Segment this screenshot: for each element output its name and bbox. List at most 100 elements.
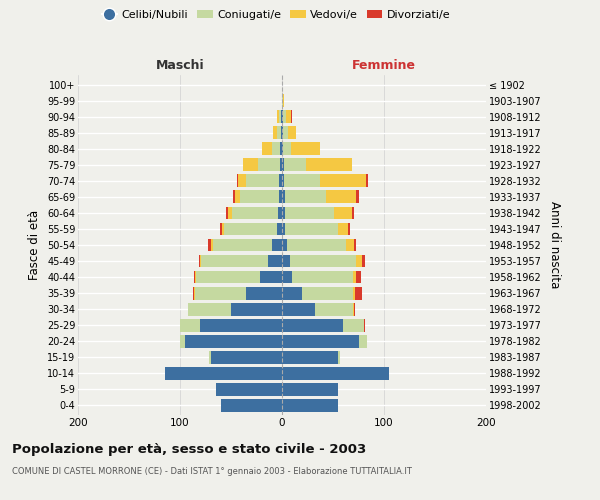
Bar: [247, 286, 282, 300]
Bar: [282, 190, 285, 203]
Bar: [222, 222, 224, 235]
Bar: [282, 158, 284, 171]
Bar: [285, 190, 326, 203]
Bar: [302, 286, 353, 300]
Bar: [279, 110, 281, 123]
Legend: Celibi/Nubili, Coniugati/e, Vedovi/e, Divorziati/e: Celibi/Nubili, Coniugati/e, Vedovi/e, Di…: [97, 6, 455, 25]
Bar: [260, 270, 282, 283]
Bar: [282, 238, 287, 252]
Bar: [277, 110, 279, 123]
Bar: [282, 94, 283, 107]
Bar: [165, 367, 282, 380]
Bar: [353, 286, 355, 300]
Bar: [279, 190, 282, 203]
Bar: [355, 286, 362, 300]
Bar: [282, 399, 338, 412]
Bar: [282, 383, 338, 396]
Bar: [194, 286, 196, 300]
Bar: [243, 158, 257, 171]
Bar: [277, 126, 281, 139]
Bar: [349, 222, 350, 235]
Text: COMUNE DI CASTEL MORRONE (CE) - Dati ISTAT 1° gennaio 2003 - Elaborazione TUTTAI: COMUNE DI CASTEL MORRONE (CE) - Dati IST…: [12, 468, 412, 476]
Bar: [200, 254, 202, 268]
Bar: [292, 270, 353, 283]
Bar: [282, 206, 285, 220]
Bar: [188, 302, 231, 316]
Bar: [212, 238, 272, 252]
Bar: [356, 254, 362, 268]
Bar: [282, 286, 302, 300]
Bar: [355, 238, 356, 252]
Bar: [326, 190, 356, 203]
Bar: [209, 351, 211, 364]
Bar: [237, 174, 238, 188]
Bar: [291, 142, 320, 155]
Bar: [282, 254, 290, 268]
Bar: [343, 319, 364, 332]
Bar: [200, 319, 282, 332]
Bar: [314, 302, 353, 316]
Bar: [228, 206, 232, 220]
Bar: [226, 206, 228, 220]
Y-axis label: Anni di nascita: Anni di nascita: [548, 202, 561, 288]
Bar: [283, 142, 291, 155]
Bar: [359, 335, 367, 347]
Bar: [284, 174, 320, 188]
Bar: [180, 319, 200, 332]
Bar: [282, 270, 292, 283]
Bar: [193, 286, 194, 300]
Bar: [282, 174, 284, 188]
Bar: [232, 206, 278, 220]
Bar: [224, 222, 277, 235]
Bar: [231, 302, 282, 316]
Bar: [287, 238, 346, 252]
Bar: [279, 174, 282, 188]
Bar: [282, 367, 389, 380]
Bar: [196, 270, 260, 283]
Bar: [286, 110, 291, 123]
Bar: [257, 158, 280, 171]
Bar: [247, 174, 279, 188]
Bar: [282, 126, 283, 139]
Bar: [346, 238, 355, 252]
Bar: [365, 174, 368, 188]
Bar: [221, 399, 282, 412]
Bar: [272, 142, 280, 155]
Bar: [282, 319, 343, 332]
Bar: [211, 351, 282, 364]
Bar: [240, 190, 279, 203]
Bar: [185, 335, 282, 347]
Bar: [268, 254, 282, 268]
Bar: [196, 286, 247, 300]
Bar: [273, 126, 277, 139]
Bar: [277, 222, 282, 235]
Bar: [281, 110, 282, 123]
Bar: [280, 158, 282, 171]
Bar: [283, 110, 286, 123]
Bar: [291, 110, 292, 123]
Bar: [282, 351, 338, 364]
Bar: [364, 319, 365, 332]
Bar: [282, 302, 314, 316]
Bar: [272, 238, 282, 252]
Bar: [278, 206, 282, 220]
Bar: [262, 142, 272, 155]
Text: Maschi: Maschi: [155, 60, 205, 72]
Bar: [285, 222, 338, 235]
Bar: [282, 110, 283, 123]
Bar: [282, 335, 359, 347]
Bar: [281, 126, 282, 139]
Bar: [290, 254, 356, 268]
Bar: [362, 254, 365, 268]
Bar: [216, 383, 282, 396]
Bar: [238, 174, 247, 188]
Bar: [282, 142, 283, 155]
Bar: [208, 238, 211, 252]
Bar: [334, 206, 352, 220]
Bar: [283, 94, 284, 107]
Bar: [233, 190, 235, 203]
Bar: [356, 190, 359, 203]
Text: Femmine: Femmine: [352, 60, 416, 72]
Bar: [307, 158, 352, 171]
Bar: [320, 174, 365, 188]
